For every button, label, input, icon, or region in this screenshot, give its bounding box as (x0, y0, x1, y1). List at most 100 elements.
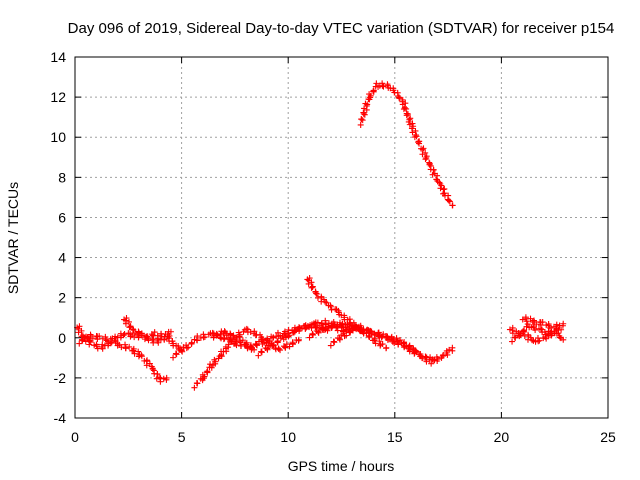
data-point (149, 366, 156, 373)
data-point (423, 356, 430, 363)
data-point (410, 346, 417, 353)
data-point (509, 330, 516, 337)
data-point (274, 339, 281, 346)
data-point (527, 315, 534, 322)
data-point (295, 336, 302, 343)
data-point (130, 327, 137, 334)
data-point (325, 324, 332, 331)
data-point (390, 336, 397, 343)
data-point (247, 328, 254, 335)
data-point (400, 342, 407, 349)
data-point (236, 331, 243, 338)
data-point (391, 340, 398, 347)
data-point (336, 319, 343, 326)
data-point (307, 322, 314, 329)
data-point (406, 348, 413, 355)
data-point (379, 80, 386, 87)
data-point (370, 87, 377, 94)
data-point (370, 88, 377, 95)
data-point (78, 336, 85, 343)
data-point (251, 346, 258, 353)
data-point (327, 302, 334, 309)
data-point (120, 332, 127, 339)
data-point (125, 318, 132, 325)
data-point (358, 116, 365, 123)
data-point (334, 327, 341, 334)
data-point (221, 328, 228, 335)
data-point (530, 317, 537, 324)
data-point (519, 328, 526, 335)
data-point (401, 343, 408, 350)
data-point (316, 325, 323, 332)
data-point (308, 279, 315, 286)
data-point (324, 327, 331, 334)
data-point (209, 329, 216, 336)
series-track-5 (191, 333, 258, 391)
data-point (378, 334, 385, 341)
data-point (122, 345, 129, 352)
data-point (269, 334, 276, 341)
data-point (330, 319, 337, 326)
data-point (422, 149, 429, 156)
data-point (173, 351, 180, 358)
data-point (542, 331, 549, 338)
data-point (532, 338, 539, 345)
data-point (403, 105, 410, 112)
data-point (76, 323, 83, 330)
data-point (201, 373, 208, 380)
data-point (537, 322, 544, 329)
data-point (251, 328, 258, 335)
data-point (322, 298, 329, 305)
x-tick-label: 10 (280, 429, 296, 445)
data-point (238, 342, 245, 349)
data-point (227, 334, 234, 341)
axis-ticks: 0 5 10 15 20 25 -4 -2 0 2 4 6 8 10 12 14 (50, 49, 616, 445)
data-point (270, 342, 277, 349)
data-point (309, 331, 316, 338)
data-point (185, 344, 192, 351)
data-point (96, 333, 103, 340)
data-point (122, 341, 129, 348)
data-point (315, 328, 322, 335)
data-point (89, 335, 96, 342)
data-point (553, 321, 560, 328)
data-point (175, 343, 182, 350)
data-point (445, 197, 452, 204)
data-point (225, 341, 232, 348)
data-point (150, 339, 157, 346)
data-point (144, 333, 151, 340)
data-point (290, 329, 297, 336)
y-axis-label: SDTVAR / TECUs (5, 182, 21, 294)
y-tick-label: 4 (58, 250, 66, 266)
data-point (214, 332, 221, 339)
data-point (360, 109, 367, 116)
data-point (203, 369, 210, 376)
data-point (79, 337, 86, 344)
data-point (560, 336, 567, 343)
data-point (536, 337, 543, 344)
data-point (103, 337, 110, 344)
data-point (143, 362, 150, 369)
data-point (167, 328, 174, 335)
data-point (348, 321, 355, 328)
data-point (230, 340, 237, 347)
grid (75, 57, 608, 418)
data-point (310, 331, 317, 338)
series-track-2 (76, 329, 185, 353)
data-point (212, 358, 219, 365)
data-point (408, 125, 415, 132)
data-point (409, 120, 416, 127)
data-point (220, 336, 227, 343)
data-point (135, 348, 142, 355)
data-point (434, 356, 441, 363)
data-point (222, 329, 229, 336)
data-point (430, 166, 437, 173)
data-point (138, 331, 145, 338)
data-point (207, 361, 214, 368)
data-point (183, 345, 190, 352)
data-point (420, 145, 427, 152)
data-point (372, 340, 379, 347)
data-point (166, 332, 173, 339)
data-point (327, 342, 334, 349)
data-point (87, 339, 94, 346)
